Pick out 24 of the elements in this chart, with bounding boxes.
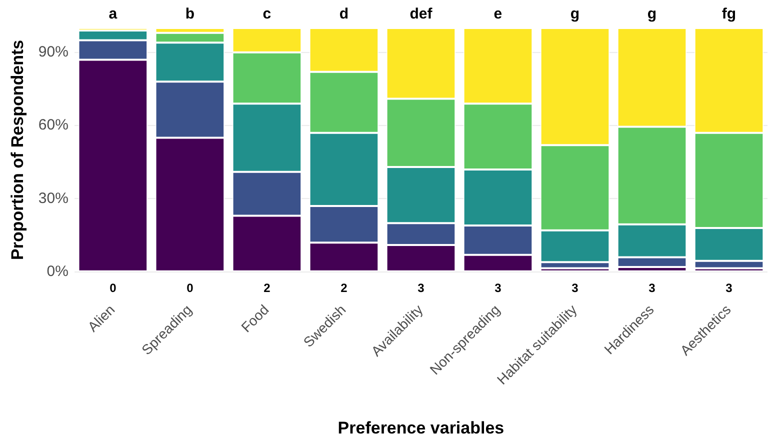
y-axis-title: Proportion of Respondents — [8, 40, 27, 260]
annotation: g — [570, 6, 580, 23]
y-tick-label: 30% — [38, 190, 68, 207]
annotation: fg — [722, 6, 736, 23]
annotation: 3 — [418, 281, 425, 296]
y-tick-label: 60% — [38, 116, 68, 134]
annotation: a — [108, 6, 118, 23]
annotation: 3 — [726, 281, 733, 296]
y-tick-label: 90% — [38, 44, 68, 61]
y-tick-label: 0% — [46, 263, 68, 280]
annotation: 2 — [340, 281, 348, 296]
annotation: e — [494, 6, 502, 23]
x-axis-title: Preference variables — [338, 418, 504, 438]
annotation: 0 — [186, 281, 194, 296]
annotation: 3 — [494, 281, 502, 296]
annotation: g — [647, 6, 657, 23]
annotation: b — [185, 6, 195, 23]
annotation: c — [262, 6, 272, 23]
annotation: 3 — [648, 281, 656, 296]
annotation: 3 — [572, 281, 579, 296]
annotation: d — [339, 6, 349, 23]
annotation: 2 — [264, 281, 271, 296]
annotation: def — [410, 6, 434, 23]
annotation: 0 — [110, 281, 117, 296]
